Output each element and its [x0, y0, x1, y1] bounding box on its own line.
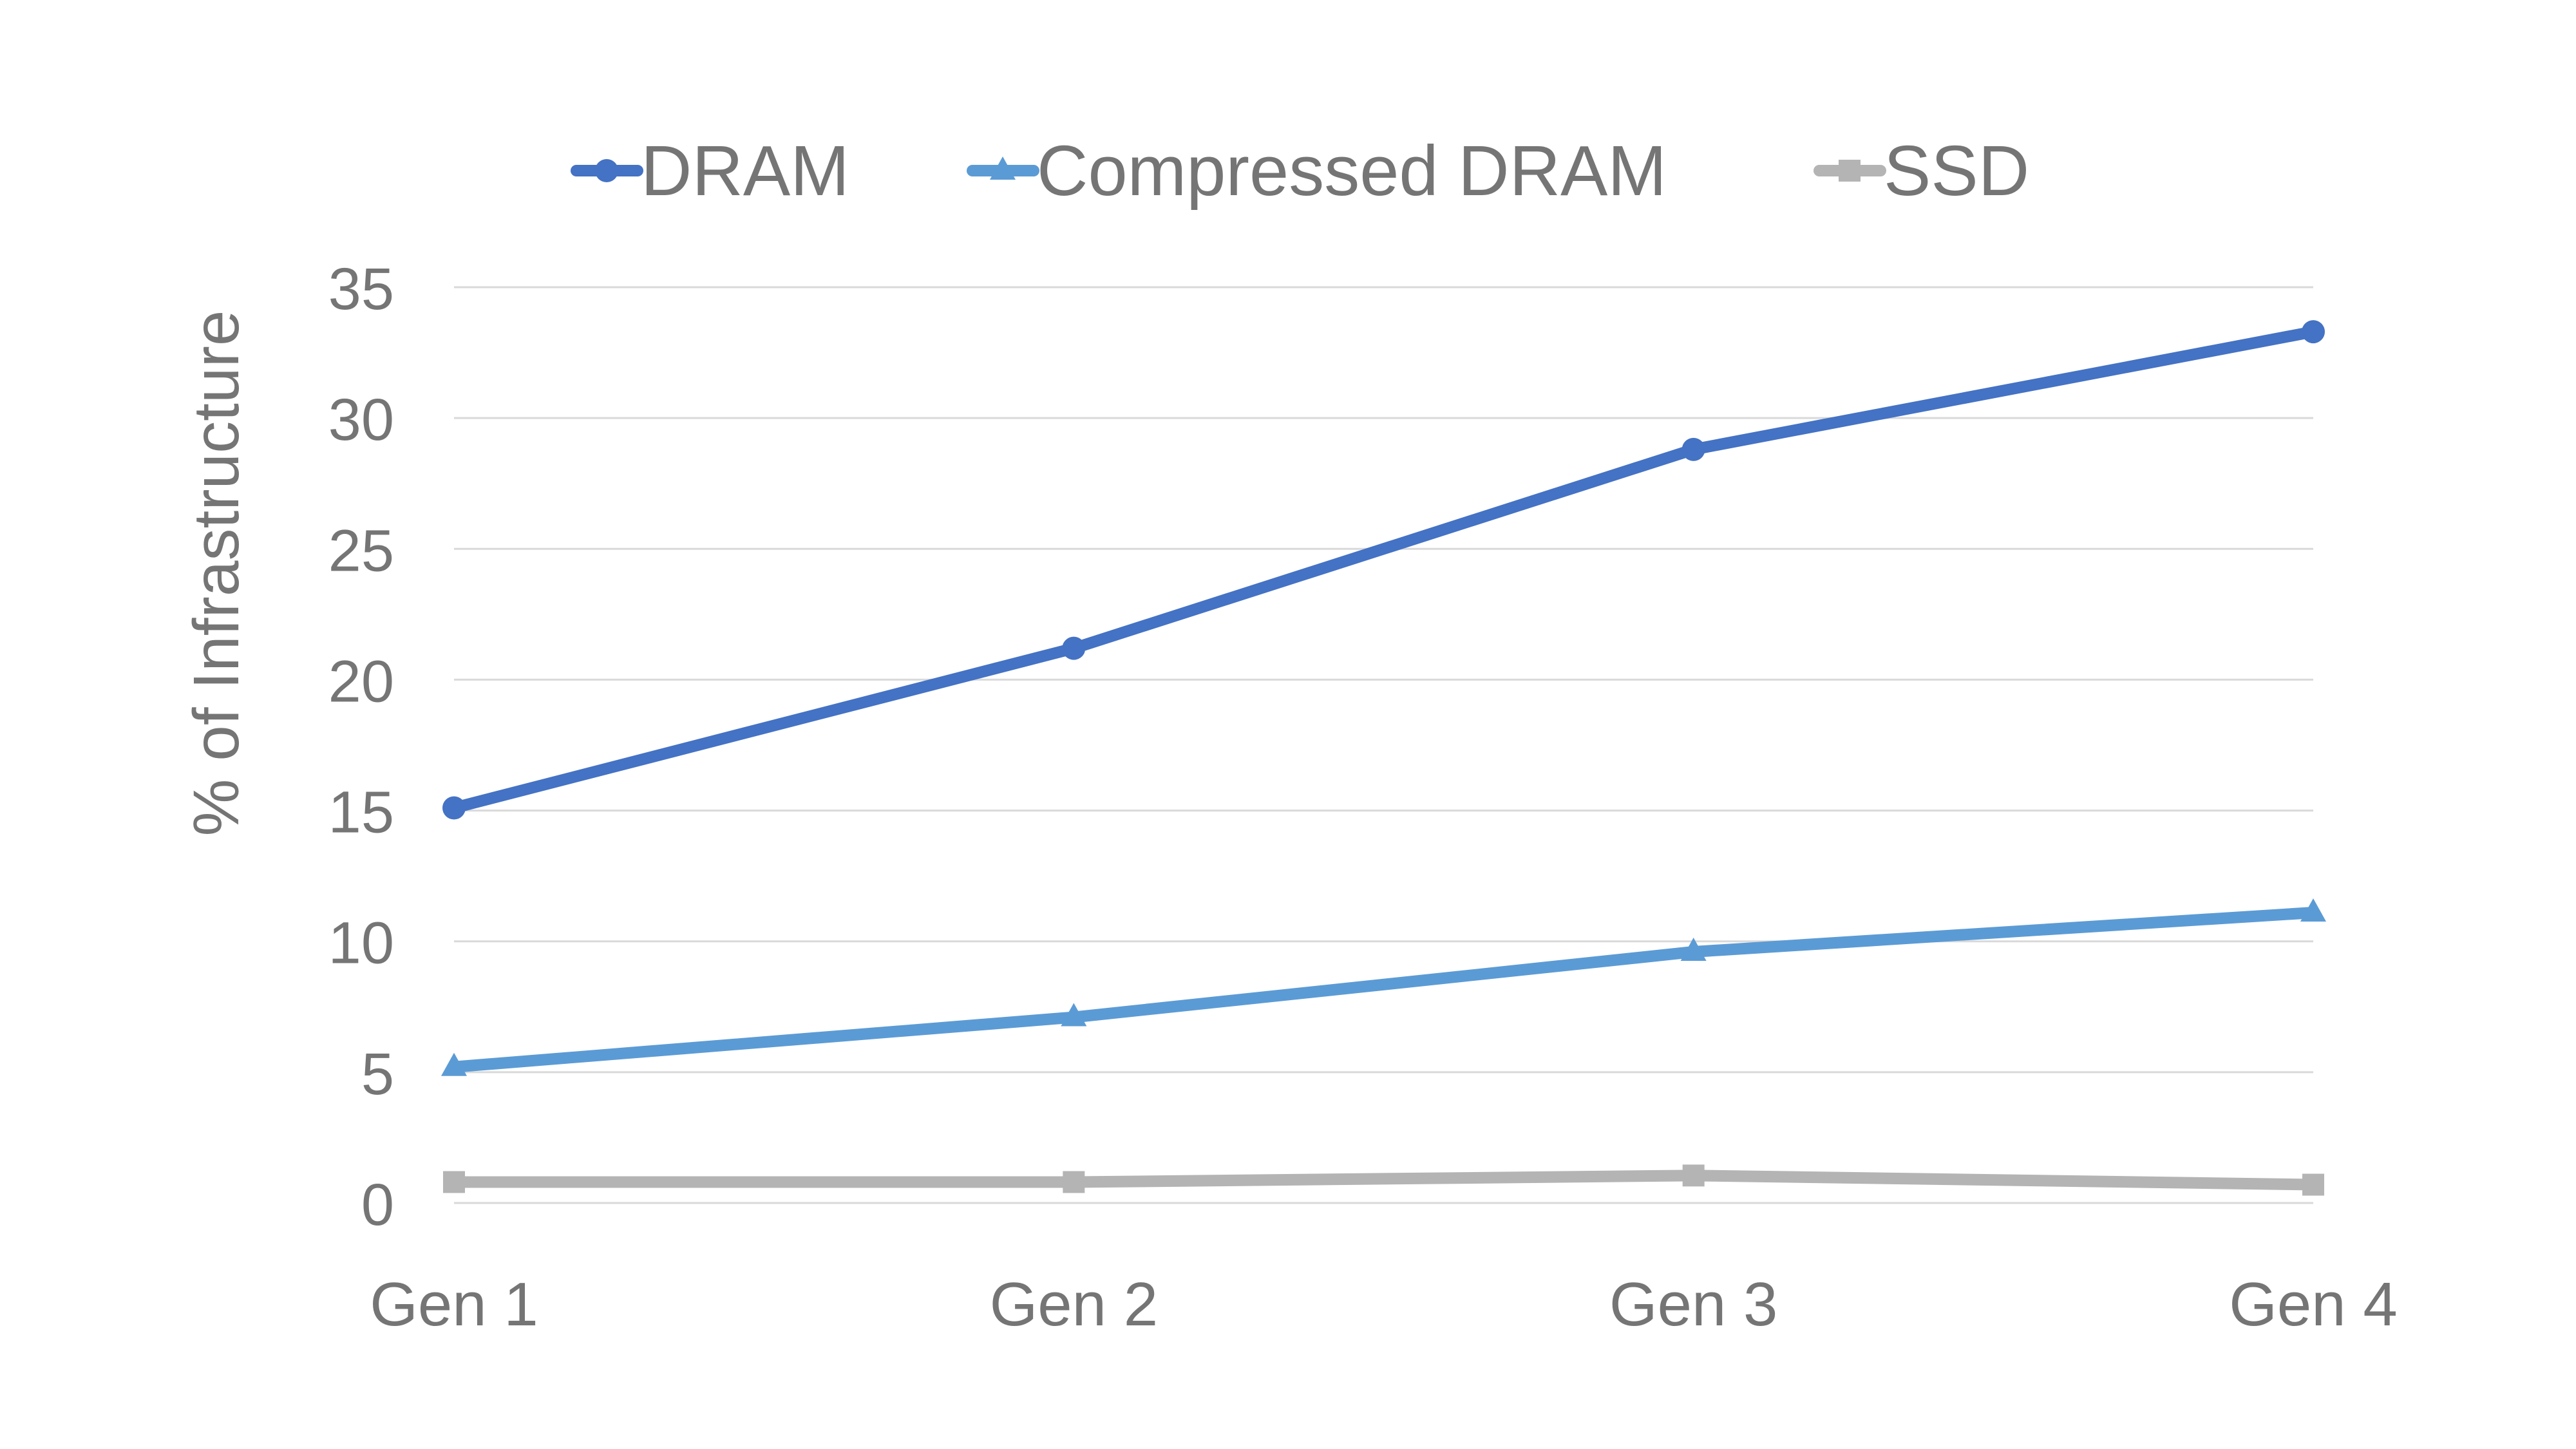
series-line: [448, 326, 2319, 814]
y-axis-title: % of Infrastructure: [180, 310, 252, 837]
legend-item: DRAM: [571, 131, 849, 211]
series-ssd: [443, 1164, 2324, 1196]
y-tick-label: 5: [361, 1041, 394, 1107]
y-tick-label: 20: [328, 649, 394, 714]
data-point: [1682, 1164, 1705, 1187]
y-tick-label: 15: [328, 780, 394, 846]
series-line: [448, 907, 2319, 1073]
data-point: [1062, 636, 1086, 660]
y-tick-label: 25: [328, 518, 394, 583]
legend-label: Compressed DRAM: [1037, 131, 1667, 211]
legend-marker: [595, 159, 618, 182]
legend-marker: [990, 156, 1016, 180]
y-tick-label: 10: [328, 911, 394, 976]
data-point: [1681, 437, 1705, 461]
data-point: [443, 1171, 465, 1193]
y-tick-label: 0: [361, 1172, 394, 1238]
data-point: [2302, 320, 2325, 344]
x-tick-label: Gen 2: [990, 1270, 1159, 1339]
series-dram: [442, 320, 2325, 820]
y-tick-label: 35: [328, 256, 394, 322]
gridlines: [454, 286, 2313, 1204]
legend-marker: [1839, 160, 1861, 182]
series-compressed-dram: [441, 898, 2326, 1076]
data-point: [2302, 1173, 2324, 1196]
legend-item: SSD: [1814, 131, 2029, 211]
data-point: [441, 1052, 467, 1076]
series-line: [448, 1170, 2319, 1191]
y-tick-labels: 0 5 10 15 20 25 30 35: [328, 256, 394, 1238]
x-tick-label: Gen 1: [370, 1270, 538, 1339]
legend-label: DRAM: [641, 131, 849, 211]
legend-label: SSD: [1884, 131, 2029, 211]
data-point: [442, 796, 466, 820]
x-tick-label: Gen 3: [1609, 1270, 1778, 1339]
legend-item: Compressed DRAM: [967, 131, 1667, 211]
data-point: [2300, 898, 2326, 922]
series-lines: [441, 320, 2326, 1196]
data-point: [1061, 1003, 1087, 1027]
y-tick-label: 30: [328, 387, 394, 453]
x-tick-labels: Gen 1 Gen 2 Gen 3 Gen 4: [370, 1270, 2398, 1339]
x-tick-label: Gen 4: [2229, 1270, 2398, 1339]
legend: DRAM Compressed DRAM SSD: [571, 131, 2029, 211]
data-point: [1680, 937, 1707, 961]
data-point: [1063, 1171, 1085, 1193]
